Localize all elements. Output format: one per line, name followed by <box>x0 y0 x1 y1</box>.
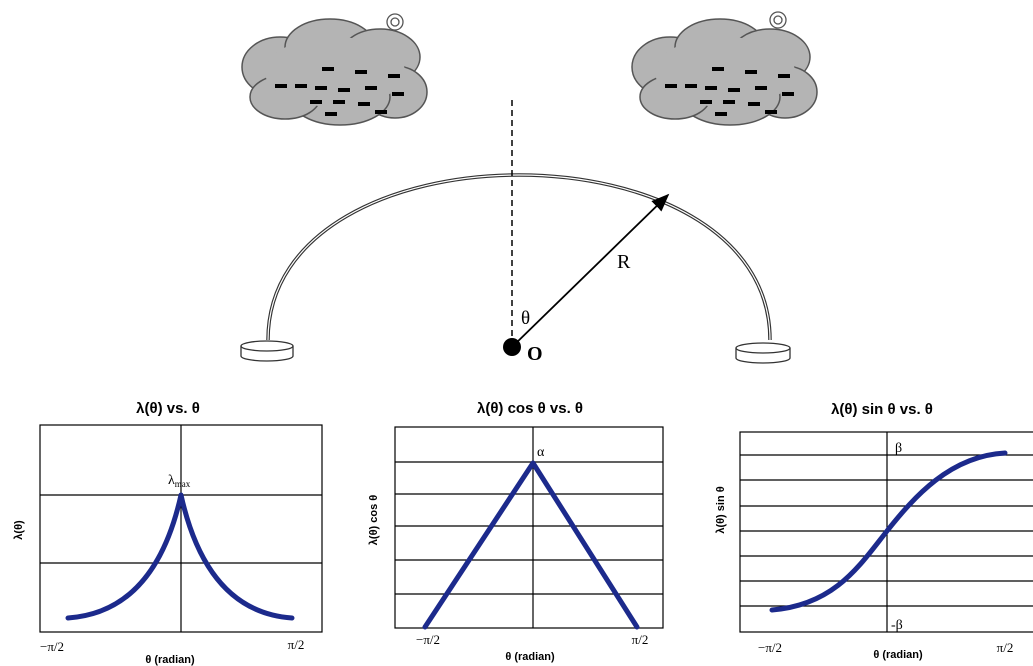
peak-label: α <box>537 445 545 460</box>
shape <box>735 342 791 354</box>
x-axis-label: θ (radian) <box>505 651 555 663</box>
plot-lambda: λ(θ) vs. θ λmax λ(θ) −π/2 π/2 θ (radian) <box>13 400 323 666</box>
x-tick-label: −π/2 <box>40 639 64 654</box>
curve <box>422 460 640 630</box>
shape <box>388 74 400 78</box>
x-axis-label: θ (radian) <box>873 649 923 661</box>
shape <box>392 92 404 96</box>
shape <box>665 84 677 88</box>
peak-label-subscript: max <box>175 479 191 489</box>
angle-label: θ <box>521 308 530 329</box>
shape <box>365 86 377 90</box>
x-tick-label: π/2 <box>997 640 1014 655</box>
origin-label: O <box>527 343 543 365</box>
peak-label-base: λ <box>168 473 175 488</box>
shape <box>295 84 307 88</box>
top-label: β <box>895 441 902 456</box>
y-axis-label: λ(θ) sin θ <box>715 486 727 533</box>
shape <box>240 340 294 352</box>
plot-title: λ(θ) cos θ vs. θ <box>477 400 583 417</box>
shape <box>705 86 717 90</box>
group <box>386 13 404 31</box>
shape <box>325 112 337 116</box>
shape <box>782 92 794 96</box>
radius-label: R <box>617 251 631 273</box>
group <box>265 37 405 107</box>
plot-lambda-cos: λ(θ) cos θ vs. θ α λ(θ) cos θ −π/2 π/2 θ… <box>368 400 664 663</box>
shape <box>375 110 387 114</box>
shape <box>358 102 370 106</box>
shape <box>322 67 334 71</box>
group <box>275 67 404 116</box>
cloud-right <box>631 11 818 126</box>
shape <box>333 100 345 104</box>
group <box>769 11 787 29</box>
shape <box>748 102 760 106</box>
shape <box>723 100 735 104</box>
shape <box>715 112 727 116</box>
shape <box>315 86 327 90</box>
y-axis-label: λ(θ) cos θ <box>368 495 380 545</box>
shape <box>386 13 404 31</box>
cloud-left <box>241 13 428 126</box>
shape <box>338 88 350 92</box>
shape <box>700 100 712 104</box>
group <box>665 67 794 116</box>
plot-frame <box>739 431 1033 633</box>
shape <box>745 70 757 74</box>
origin-point <box>503 338 521 356</box>
plot-title: λ(θ) sin θ vs. θ <box>831 401 933 418</box>
shape <box>390 17 400 27</box>
shape <box>769 11 787 29</box>
shape <box>275 84 287 88</box>
bottom-label: -β <box>891 618 903 633</box>
x-tick-label: π/2 <box>288 637 305 652</box>
shape <box>728 88 740 92</box>
curve <box>769 450 1008 613</box>
plot-frame <box>394 426 664 629</box>
shape <box>712 67 724 71</box>
shape <box>755 86 767 90</box>
x-axis-label: θ (radian) <box>145 654 195 666</box>
shape <box>265 37 405 107</box>
plot-title: λ(θ) vs. θ <box>136 400 200 417</box>
shape <box>655 37 795 107</box>
x-tick-label: −π/2 <box>758 640 782 655</box>
shape <box>765 110 777 114</box>
support-right <box>735 342 791 364</box>
support-left <box>240 340 294 362</box>
charged-arc-inner <box>267 174 771 341</box>
radius-arrow <box>511 193 670 348</box>
shape <box>310 100 322 104</box>
shape <box>778 74 790 78</box>
x-tick-label: −π/2 <box>416 632 440 647</box>
x-tick-label: π/2 <box>632 632 649 647</box>
curve <box>65 492 295 621</box>
peak-label: λmax <box>168 473 191 489</box>
group <box>655 37 795 107</box>
plot-lambda-sin: λ(θ) sin θ vs. θ β -β λ(θ) sin θ −π/2 π/… <box>715 401 1033 661</box>
shape <box>355 70 367 74</box>
shape <box>685 84 697 88</box>
y-axis-label: λ(θ) <box>13 520 25 540</box>
shape <box>773 15 783 25</box>
charged-arc <box>266 173 772 341</box>
